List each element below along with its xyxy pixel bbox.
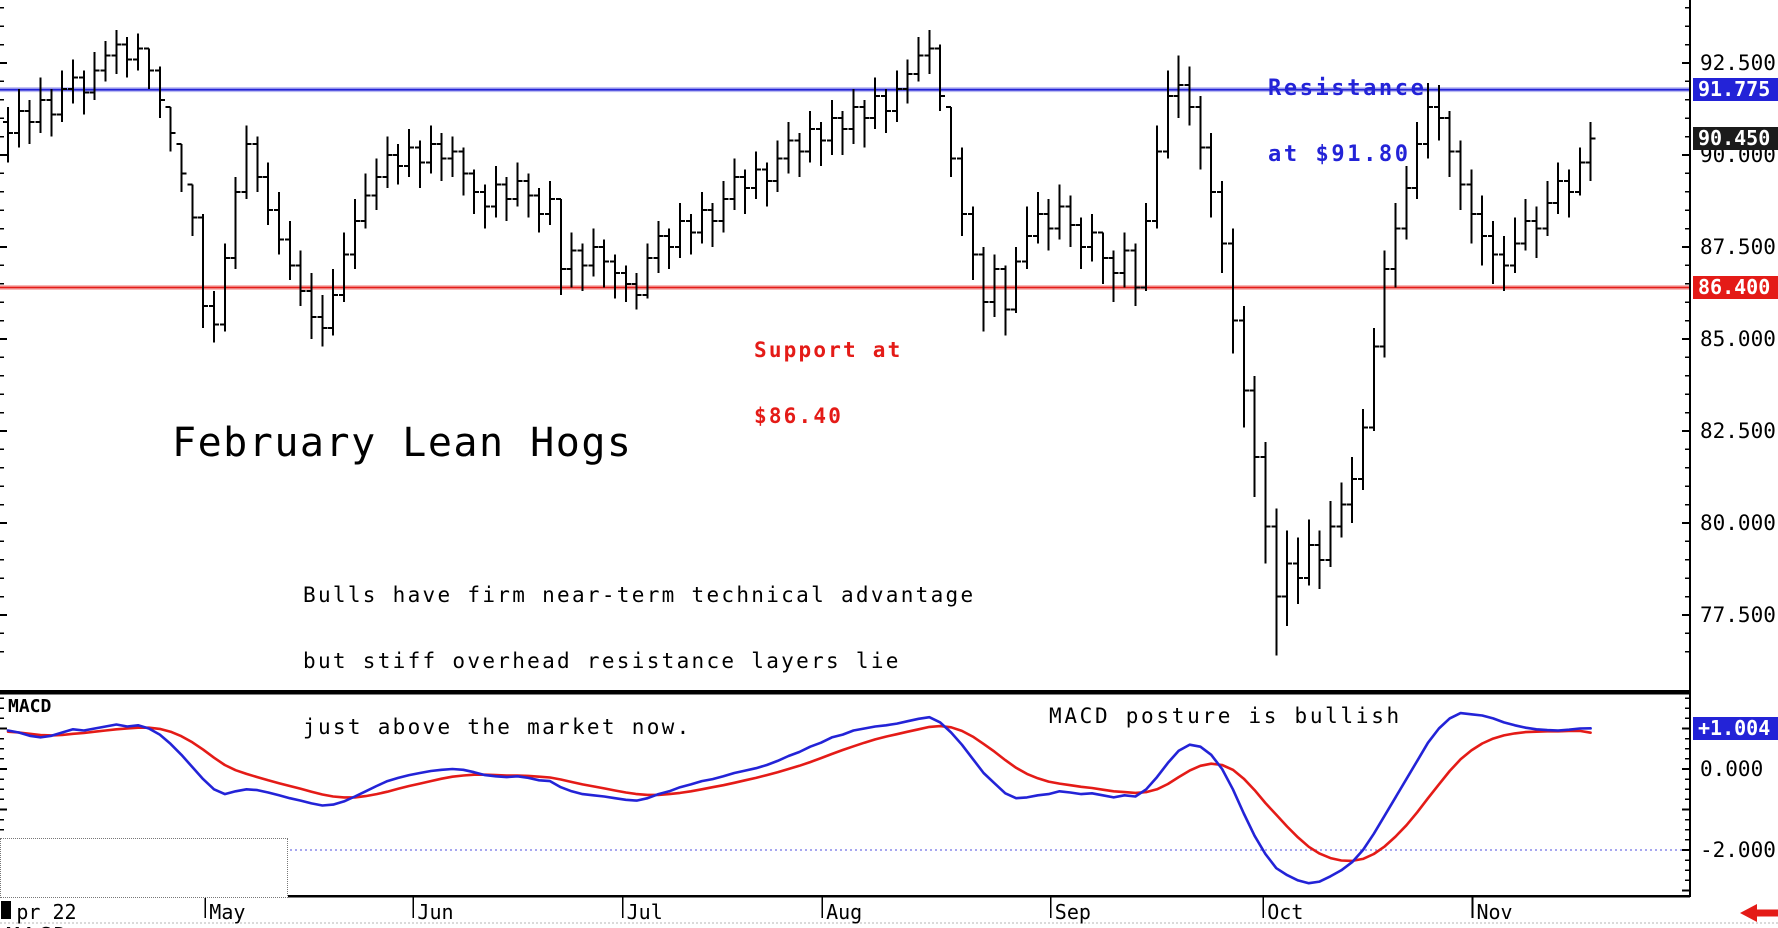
macd-value-badge: +1.004 bbox=[1693, 716, 1778, 740]
commentary-text: Bulls have firm near-term technical adva… bbox=[303, 540, 975, 782]
price-tick-label: 77.500 bbox=[1700, 603, 1776, 627]
month-label: Nov bbox=[1476, 900, 1513, 924]
macd-line bbox=[6, 711, 1592, 885]
macd-tick-label: 0.000 bbox=[1700, 757, 1764, 781]
panel-bottom-border bbox=[0, 895, 1690, 898]
resistance-annotation-line1: Resistance bbox=[1268, 76, 1427, 101]
macd-values-box: MACD= +1.00390 MACDA= +0.89641 bbox=[0, 838, 288, 928]
resistance-price-badge: 91.775 bbox=[1693, 78, 1778, 102]
macd-value-row: MACD= +1.00390 bbox=[1, 895, 287, 928]
resistance-annotation: Resistance at $91.80 bbox=[1268, 34, 1426, 210]
last-price-badge: 90.450 bbox=[1693, 126, 1778, 150]
resistance-annotation-line2: at $91.80 bbox=[1268, 142, 1411, 167]
macd-panel-label: MACD bbox=[8, 696, 52, 717]
macd-signal-line bbox=[6, 724, 1592, 863]
macd-tick-label: -2.000 bbox=[1700, 838, 1776, 862]
commentary-line2: but stiff overhead resistance layers lie bbox=[303, 649, 901, 673]
commentary-line1: Bulls have firm near-term technical adva… bbox=[303, 583, 976, 607]
price-tick-label: 92.500 bbox=[1700, 51, 1776, 75]
month-label: Jun bbox=[417, 900, 454, 924]
scroll-left-arrow-icon[interactable] bbox=[1740, 903, 1778, 923]
support-annotation-line1: Support at bbox=[754, 338, 903, 362]
month-label: Aug bbox=[826, 900, 863, 924]
macd-value-label: MACD= bbox=[6, 923, 85, 928]
chart-title: February Lean Hogs bbox=[172, 420, 633, 466]
commentary-line3: just above the market now. bbox=[303, 715, 692, 739]
axis-corner-marker bbox=[1, 901, 11, 919]
price-tick-label: 80.000 bbox=[1700, 511, 1776, 535]
price-tick-label: 87.500 bbox=[1700, 235, 1776, 259]
price-tick-label: 85.000 bbox=[1700, 327, 1776, 351]
support-annotation: Support at $86.40 bbox=[754, 295, 902, 471]
support-annotation-line2: $86.40 bbox=[754, 404, 844, 428]
month-label: pr 22 bbox=[16, 900, 77, 924]
support-price-badge: 86.400 bbox=[1693, 275, 1778, 299]
month-label: Oct bbox=[1267, 900, 1304, 924]
price-tick-label: 82.500 bbox=[1700, 419, 1776, 443]
month-label: May bbox=[209, 900, 246, 924]
month-label: Jul bbox=[626, 900, 663, 924]
month-label: Sep bbox=[1054, 900, 1091, 924]
macd-posture-annotation: MACD posture is bullish bbox=[1049, 704, 1402, 728]
panel-divider bbox=[0, 690, 1690, 695]
